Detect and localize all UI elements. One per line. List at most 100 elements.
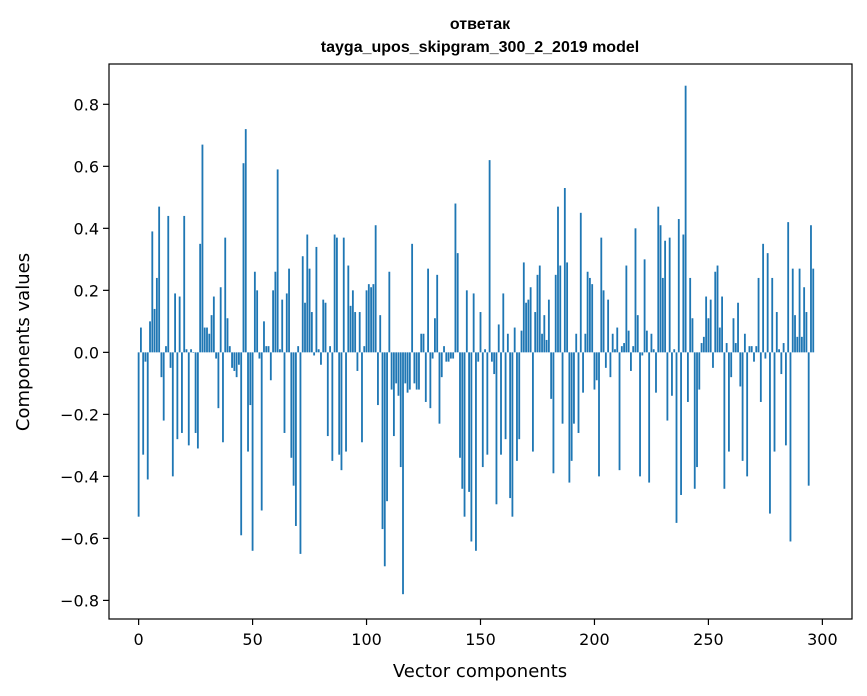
bar bbox=[741, 352, 744, 461]
bar bbox=[712, 352, 714, 368]
bar bbox=[365, 290, 368, 353]
bar bbox=[764, 352, 767, 359]
bar bbox=[586, 271, 589, 353]
bar bbox=[406, 352, 409, 393]
bar bbox=[388, 271, 391, 353]
bar bbox=[240, 352, 243, 536]
bar bbox=[144, 352, 147, 362]
bar bbox=[547, 299, 550, 353]
bar bbox=[238, 352, 240, 365]
y-tick-label: 0.0 bbox=[74, 343, 99, 362]
bar bbox=[420, 333, 423, 353]
bar bbox=[559, 265, 562, 353]
bar bbox=[301, 256, 304, 353]
bar bbox=[479, 312, 482, 353]
bar bbox=[313, 352, 316, 356]
bar bbox=[784, 352, 787, 446]
chart-title: ответак bbox=[450, 16, 511, 33]
bar bbox=[260, 352, 263, 511]
bar bbox=[347, 265, 350, 353]
bar bbox=[459, 352, 461, 458]
bar bbox=[757, 277, 760, 353]
bar bbox=[304, 302, 306, 353]
bar bbox=[748, 346, 751, 353]
bar bbox=[190, 349, 192, 353]
bar bbox=[591, 284, 594, 353]
bar bbox=[149, 321, 151, 353]
bar bbox=[525, 302, 527, 353]
bar bbox=[721, 296, 723, 353]
bar bbox=[297, 346, 300, 353]
bar bbox=[554, 274, 557, 353]
bar bbox=[224, 237, 227, 353]
bar bbox=[342, 237, 345, 353]
bar bbox=[397, 352, 400, 396]
bar bbox=[643, 259, 646, 353]
bar bbox=[598, 352, 600, 477]
bar bbox=[495, 352, 498, 505]
bar bbox=[805, 312, 808, 353]
bar bbox=[707, 318, 710, 353]
bar bbox=[363, 346, 366, 353]
bar bbox=[247, 352, 249, 452]
bar bbox=[673, 349, 676, 353]
bar bbox=[746, 352, 749, 477]
bar bbox=[737, 302, 739, 353]
bar bbox=[641, 352, 644, 356]
bar bbox=[413, 352, 416, 384]
bar bbox=[639, 352, 641, 477]
bar bbox=[269, 352, 272, 381]
bar bbox=[755, 346, 758, 353]
x-tick-label: 200 bbox=[579, 630, 610, 649]
bar-series bbox=[137, 85, 815, 595]
bar bbox=[411, 243, 414, 353]
bar bbox=[484, 349, 486, 353]
bar bbox=[140, 327, 142, 353]
bar bbox=[431, 352, 434, 359]
bar bbox=[677, 219, 680, 353]
bar bbox=[593, 352, 596, 390]
bar bbox=[766, 253, 769, 353]
bar bbox=[666, 352, 669, 421]
bar bbox=[584, 333, 587, 353]
bar bbox=[244, 129, 247, 353]
bar bbox=[367, 284, 370, 353]
bar bbox=[675, 352, 678, 523]
bar bbox=[174, 293, 176, 353]
bar bbox=[178, 296, 181, 353]
bar bbox=[602, 290, 605, 353]
bar bbox=[449, 352, 452, 359]
bar bbox=[664, 240, 667, 353]
bar bbox=[550, 352, 553, 399]
bar bbox=[753, 352, 755, 362]
bar bbox=[210, 315, 213, 353]
bar bbox=[504, 352, 507, 440]
bar bbox=[497, 324, 500, 353]
y-axis-ticks: −0.8 −0.6 −0.4 −0.2 0.0 0.2 0.4 0.6 0.8 bbox=[60, 95, 109, 610]
bar bbox=[529, 287, 532, 353]
bar bbox=[794, 315, 796, 353]
bar bbox=[506, 333, 509, 353]
bar bbox=[374, 225, 377, 353]
bar bbox=[573, 352, 575, 424]
bar bbox=[418, 352, 420, 390]
bar bbox=[787, 222, 790, 353]
bar bbox=[577, 352, 580, 433]
bar bbox=[395, 352, 398, 384]
bar bbox=[561, 352, 564, 424]
bar bbox=[522, 262, 525, 353]
bar bbox=[185, 349, 188, 353]
bar bbox=[807, 352, 810, 486]
bar bbox=[320, 352, 322, 365]
bar bbox=[693, 352, 696, 489]
bar bbox=[219, 287, 222, 353]
bar bbox=[696, 352, 698, 468]
bar bbox=[265, 346, 268, 353]
bar bbox=[771, 277, 774, 353]
bar bbox=[370, 287, 373, 353]
bar bbox=[372, 284, 375, 353]
bar bbox=[317, 349, 320, 353]
bar bbox=[743, 333, 746, 353]
bar bbox=[714, 271, 717, 353]
bar bbox=[671, 352, 673, 396]
